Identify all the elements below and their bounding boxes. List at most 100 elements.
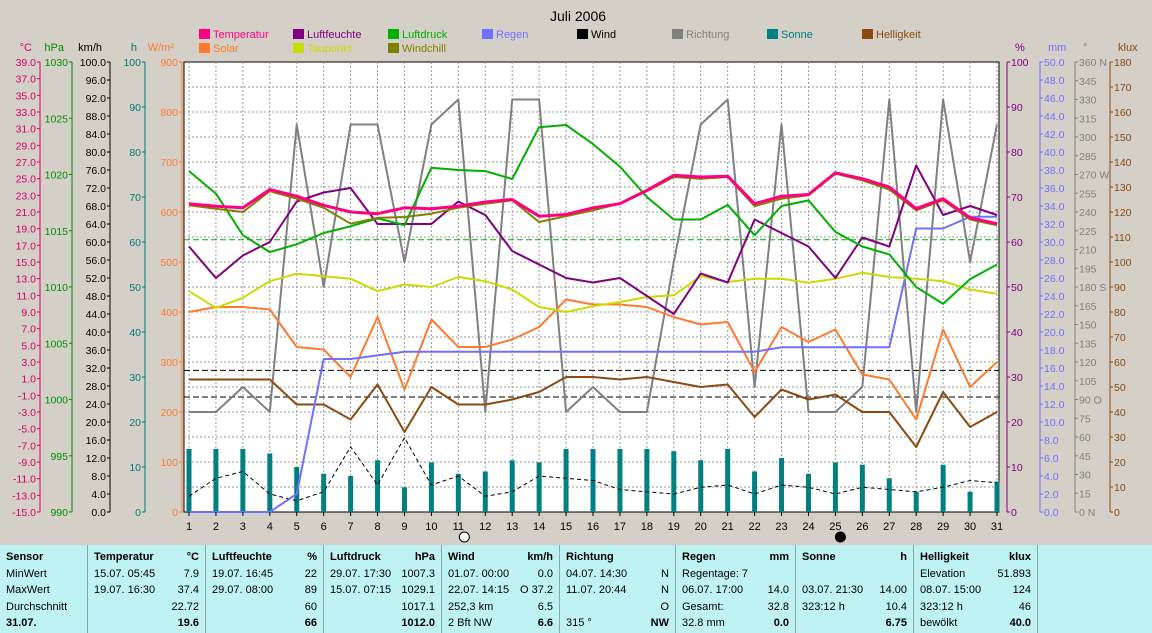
series-temperatur-line [188, 171, 998, 226]
axis-tick-label: 1025 [45, 113, 69, 125]
summary-label: Luftdruck [330, 551, 381, 563]
axis-tick-label: 38.0 [1044, 165, 1065, 177]
axis-tick-label: 90 [1011, 102, 1023, 114]
summary-row: 32.8 mm 0.0 [682, 615, 789, 631]
axis-tick-label: 26.0 [1044, 273, 1065, 285]
summary-value: °C [186, 551, 199, 563]
summary-label: 315 ° [566, 617, 592, 629]
summary-row: 03.07. 21:30 14.00 [802, 582, 907, 598]
axis-tick-label: 12.0 [1044, 399, 1065, 411]
x-tick-label: 28 [910, 521, 922, 533]
summary-value: O [660, 600, 669, 613]
summary-label: bewölkt [920, 617, 958, 629]
series-regen-line [189, 215, 997, 513]
axis-tick-label: 39.0 [16, 57, 37, 69]
axis-tick-label: 32.0 [86, 363, 107, 375]
summary-label: 19.07. 16:30 [94, 584, 156, 596]
summary-label: 15.07. 05:45 [94, 567, 156, 580]
sunshine-bar [240, 449, 246, 512]
legend-label-helligkeit: Helligkeit [876, 29, 921, 41]
series-helligkeit-line [189, 376, 998, 448]
sunshine-bar [428, 462, 434, 512]
summary-column-sensor: Sensor MinWert MaxWert Durchschnitt 31.07. [0, 545, 88, 633]
summary-row: Elevation 51.893 [920, 566, 1031, 582]
summary-row: 66 [212, 615, 317, 631]
axis-tick-label: 5.0 [21, 340, 36, 352]
axis-tick-label: 900 [160, 57, 178, 69]
axis-tick-label: 20.0 [86, 417, 107, 429]
summary-row: 19.07. 16:30 37.4 [94, 582, 199, 598]
summary-value: 124 [1012, 584, 1031, 596]
sunshine-bar [805, 473, 811, 512]
axis-tick-label: 1000 [45, 395, 69, 407]
sunshine-bar [267, 453, 273, 512]
summary-label: Helligkeit [920, 551, 969, 563]
axis-tick-label: 8.0 [1044, 435, 1059, 447]
sunshine-bar [725, 449, 731, 512]
summary-row: 2 Bft NW 6.6 [448, 615, 553, 631]
axis-tick-label: 96.0 [86, 75, 107, 87]
summary-value: % [307, 551, 317, 563]
x-tick-label: 7 [348, 521, 354, 533]
axis-tick-label: 33.0 [16, 107, 37, 119]
summary-header: Luftfeuchte% [212, 549, 317, 565]
sunshine-bar [536, 462, 542, 512]
summary-value: 37.4 [177, 584, 199, 596]
axis-tick-label: 88.0 [86, 111, 107, 123]
summary-label: Wind [448, 551, 475, 563]
series-taupunkt-line [188, 271, 998, 313]
axis-tick-label: 70 [129, 192, 141, 204]
summary-value: 1029.1 [401, 584, 435, 596]
summary-row: 60 [212, 599, 317, 615]
legend-label-temperatur: Temperatur [213, 29, 269, 41]
axis-tick-label: 100 [1011, 57, 1029, 69]
axis-tick-label: 270 W [1079, 170, 1109, 182]
axis-tick-label: 28.0 [86, 381, 107, 393]
summary-value: 19.6 [177, 617, 199, 629]
summary-value: 10.4 [885, 600, 907, 613]
summary-label: Regen [682, 551, 716, 563]
summary-label: Luftfeuchte [212, 551, 272, 563]
summary-value: 0.0 [773, 617, 789, 629]
axis-tick-label: 48.0 [86, 291, 107, 303]
axis-tick-label: 20 [1011, 417, 1023, 429]
summary-label: 29.07. 17:30 [330, 567, 392, 580]
summary-header: Helligkeit klux [920, 549, 1031, 565]
axis-tick-label: -5.0 [18, 424, 36, 436]
axis-unit-klux: klux [1118, 42, 1138, 54]
summary-value: 6.6 [537, 617, 553, 629]
series-wind-line [188, 437, 998, 502]
summary-column-luftdruck: Luftdruck hPa 29.07. 17:30 1007.3 15.07. 07:… [324, 545, 442, 633]
axis-tick-label: 70 [1114, 332, 1126, 344]
x-tick-label: 23 [775, 521, 787, 533]
axis-tick-label: 24.0 [86, 399, 107, 411]
axis-tick-label: 30 [1114, 432, 1126, 444]
axis-tick-label: 100 [1114, 257, 1132, 269]
x-tick-label: 13 [506, 521, 518, 533]
summary-label: 04.07. 14:30 [566, 567, 628, 580]
sunshine-bar [698, 460, 704, 512]
axis-tick-label: 0.0 [1044, 507, 1059, 519]
axis-tick-label: 1015 [45, 226, 69, 238]
legend-label-richtung: Richtung [686, 29, 729, 41]
axis-tick-label: 31.0 [16, 124, 37, 136]
x-tick-label: 12 [479, 521, 491, 533]
legend-swatch-windchill [388, 43, 399, 53]
axis-unit-w-m: W/m² [148, 42, 175, 54]
summary-header: Regen mm [682, 549, 789, 565]
legend-label-luftdruck: Luftdruck [402, 29, 448, 41]
axis-tick-label: 90 O [1079, 395, 1102, 407]
axis-tick-label: 56.0 [86, 255, 107, 267]
x-tick-label: 20 [695, 521, 707, 533]
chart-title: Juli 2006 [550, 8, 606, 24]
x-tick-label: 1 [186, 521, 192, 533]
axis-tick-label: 45 [1079, 451, 1091, 463]
summary-value: 89 [304, 584, 317, 596]
x-tick-label: 18 [641, 521, 653, 533]
full-moon-icon [458, 531, 470, 543]
axis-tick-label: 4.0 [1044, 471, 1059, 483]
summary-header: Luftdruck hPa [330, 549, 435, 565]
legend-label-windchill: Windchill [402, 43, 446, 55]
summary-label: 2 Bft NW [448, 617, 493, 629]
legend-swatch-regen [482, 29, 493, 39]
